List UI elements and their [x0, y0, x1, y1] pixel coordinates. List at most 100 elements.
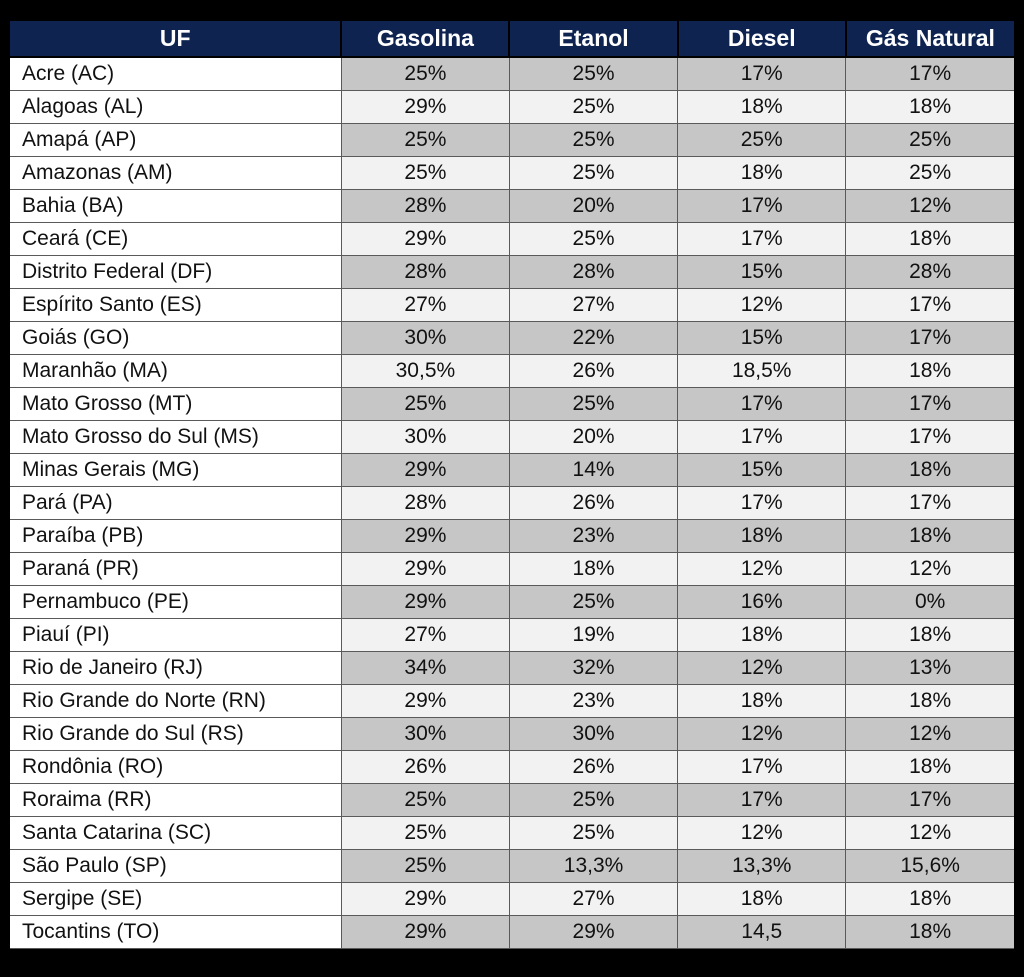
- column-header: Diesel: [676, 21, 846, 58]
- state-name-cell: São Paulo (SP): [10, 849, 342, 883]
- state-name-cell: Rio Grande do Sul (RS): [10, 717, 342, 751]
- rate-cell: 25%: [508, 90, 678, 124]
- table-row: Maranhão (MA) 30,5% 26% 18,5% 18%: [10, 354, 1014, 388]
- rate-cell: 18%: [845, 750, 1014, 784]
- table-row: Piauí (PI) 27% 19% 18% 18%: [10, 618, 1014, 652]
- rate-cell: 25%: [845, 123, 1014, 157]
- rate-cell: 30%: [508, 717, 678, 751]
- rate-cell: 13%: [845, 651, 1014, 685]
- table-row: Rio Grande do Norte (RN) 29% 23% 18% 18%: [10, 684, 1014, 718]
- rate-cell: 12%: [677, 816, 846, 850]
- table-row: Distrito Federal (DF) 28% 28% 15% 28%: [10, 255, 1014, 289]
- rate-cell: 26%: [340, 750, 510, 784]
- rate-cell: 25%: [508, 585, 678, 619]
- rate-cell: 30%: [340, 420, 510, 454]
- icms-rates-table-container: UF Gasolina Etanol Diesel Gás Natural Ac…: [10, 21, 1014, 949]
- rate-cell: 17%: [677, 420, 846, 454]
- rate-cell: 18%: [845, 915, 1014, 949]
- rate-cell: 18%: [508, 552, 678, 586]
- rate-cell: 18%: [677, 156, 846, 190]
- rate-cell: 25%: [845, 156, 1014, 190]
- rate-cell: 12%: [677, 651, 846, 685]
- column-header: Etanol: [508, 21, 678, 58]
- rate-cell: 25%: [340, 783, 510, 817]
- rate-cell: 26%: [508, 750, 678, 784]
- rate-cell: 25%: [340, 387, 510, 421]
- rate-cell: 17%: [677, 57, 846, 91]
- rate-cell: 18%: [845, 453, 1014, 487]
- rate-cell: 15,6%: [845, 849, 1014, 883]
- state-name-cell: Amapá (AP): [10, 123, 342, 157]
- rate-cell: 13,3%: [508, 849, 678, 883]
- rate-cell: 25%: [340, 57, 510, 91]
- rate-cell: 12%: [845, 552, 1014, 586]
- rate-cell: 25%: [508, 816, 678, 850]
- rate-cell: 18%: [845, 222, 1014, 256]
- rate-cell: 29%: [340, 90, 510, 124]
- table-row: Acre (AC) 25% 25% 17% 17%: [10, 57, 1014, 91]
- table-row: Alagoas (AL) 29% 25% 18% 18%: [10, 90, 1014, 124]
- rate-cell: 17%: [845, 57, 1014, 91]
- rate-cell: 25%: [508, 57, 678, 91]
- rate-cell: 18%: [845, 90, 1014, 124]
- rate-cell: 29%: [508, 915, 678, 949]
- state-name-cell: Maranhão (MA): [10, 354, 342, 388]
- table-row: Tocantins (TO) 29% 29% 14,5 18%: [10, 915, 1014, 949]
- state-name-cell: Roraima (RR): [10, 783, 342, 817]
- table-row: Espírito Santo (ES) 27% 27% 12% 17%: [10, 288, 1014, 322]
- table-row: Minas Gerais (MG) 29% 14% 15% 18%: [10, 453, 1014, 487]
- rate-cell: 14%: [508, 453, 678, 487]
- column-header: Gasolina: [340, 21, 510, 58]
- table-row: Pernambuco (PE) 29% 25% 16% 0%: [10, 585, 1014, 619]
- state-name-cell: Rio Grande do Norte (RN): [10, 684, 342, 718]
- rate-cell: 29%: [340, 684, 510, 718]
- rate-cell: 26%: [508, 354, 678, 388]
- state-name-cell: Rio de Janeiro (RJ): [10, 651, 342, 685]
- table-row: Goiás (GO) 30% 22% 15% 17%: [10, 321, 1014, 355]
- state-name-cell: Espírito Santo (ES): [10, 288, 342, 322]
- rate-cell: 17%: [845, 783, 1014, 817]
- table-row: Sergipe (SE) 29% 27% 18% 18%: [10, 882, 1014, 916]
- rate-cell: 29%: [340, 552, 510, 586]
- rate-cell: 17%: [677, 783, 846, 817]
- rate-cell: 25%: [508, 387, 678, 421]
- rate-cell: 25%: [340, 156, 510, 190]
- state-name-cell: Bahia (BA): [10, 189, 342, 223]
- table-row: Pará (PA) 28% 26% 17% 17%: [10, 486, 1014, 520]
- table-row: Paraíba (PB) 29% 23% 18% 18%: [10, 519, 1014, 553]
- table-row: Rio Grande do Sul (RS) 30% 30% 12% 12%: [10, 717, 1014, 751]
- state-name-cell: Santa Catarina (SC): [10, 816, 342, 850]
- rate-cell: 26%: [508, 486, 678, 520]
- table-row: Roraima (RR) 25% 25% 17% 17%: [10, 783, 1014, 817]
- rate-cell: 18%: [677, 684, 846, 718]
- column-header: Gás Natural: [844, 21, 1014, 58]
- rate-cell: 17%: [677, 189, 846, 223]
- rate-cell: 18%: [677, 618, 846, 652]
- rate-cell: 27%: [508, 288, 678, 322]
- state-name-cell: Goiás (GO): [10, 321, 342, 355]
- rate-cell: 0%: [845, 585, 1014, 619]
- rate-cell: 18%: [677, 519, 846, 553]
- rate-cell: 19%: [508, 618, 678, 652]
- rate-cell: 28%: [508, 255, 678, 289]
- table-row: Paraná (PR) 29% 18% 12% 12%: [10, 552, 1014, 586]
- rate-cell: 25%: [677, 123, 846, 157]
- rate-cell: 23%: [508, 519, 678, 553]
- icms-rates-table: UF Gasolina Etanol Diesel Gás Natural Ac…: [10, 21, 1014, 949]
- rate-cell: 18%: [845, 354, 1014, 388]
- rate-cell: 12%: [677, 288, 846, 322]
- table-row: Rio de Janeiro (RJ) 34% 32% 12% 13%: [10, 651, 1014, 685]
- rate-cell: 12%: [845, 717, 1014, 751]
- rate-cell: 16%: [677, 585, 846, 619]
- table-row: Amapá (AP) 25% 25% 25% 25%: [10, 123, 1014, 157]
- rate-cell: 25%: [340, 849, 510, 883]
- state-name-cell: Pernambuco (PE): [10, 585, 342, 619]
- table-body: Acre (AC) 25% 25% 17% 17% Alagoas (AL) 29% 25% 1…: [10, 57, 1014, 949]
- rate-cell: 20%: [508, 420, 678, 454]
- table-row: Amazonas (AM) 25% 25% 18% 25%: [10, 156, 1014, 190]
- rate-cell: 18%: [845, 618, 1014, 652]
- rate-cell: 25%: [508, 156, 678, 190]
- rate-cell: 25%: [508, 783, 678, 817]
- rate-cell: 12%: [677, 552, 846, 586]
- rate-cell: 25%: [340, 123, 510, 157]
